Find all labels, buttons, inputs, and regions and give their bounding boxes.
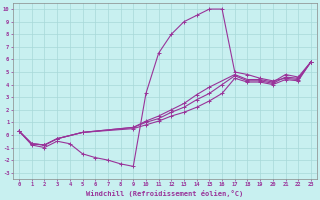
X-axis label: Windchill (Refroidissement éolien,°C): Windchill (Refroidissement éolien,°C)	[86, 190, 244, 197]
